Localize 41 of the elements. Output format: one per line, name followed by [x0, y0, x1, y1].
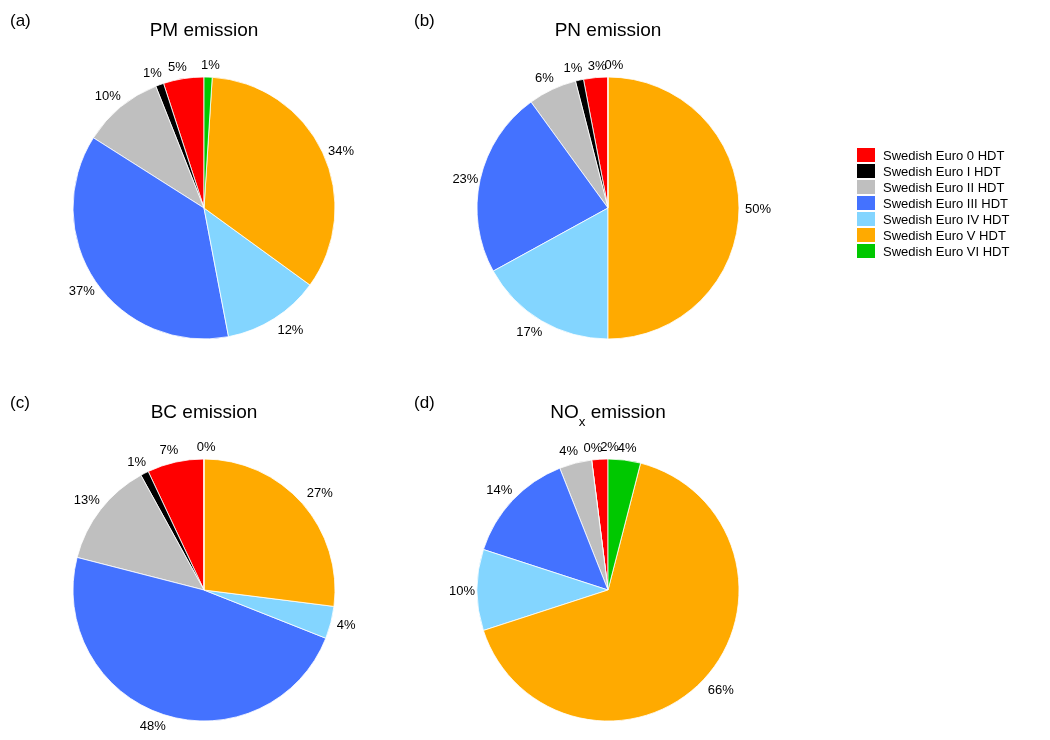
- chart-title: BC emission: [150, 401, 258, 422]
- legend-label: Swedish Euro 0 HDT: [883, 148, 1005, 163]
- data-label: 1%: [201, 57, 221, 73]
- legend-label: Swedish Euro VI HDT: [883, 244, 1010, 259]
- data-label: 23%: [452, 171, 479, 187]
- text: (d): [414, 393, 435, 412]
- data-label: 6%: [535, 70, 555, 86]
- data-label: 4%: [617, 440, 638, 456]
- legend-label: Swedish Euro III HDT: [883, 196, 1009, 211]
- legend-label: Swedish Euro II HDT: [883, 180, 1005, 195]
- text: (a): [10, 11, 31, 30]
- data-label: 4%: [336, 617, 356, 633]
- data-label: 13%: [73, 492, 101, 508]
- data-label: 1%: [142, 65, 163, 81]
- data-label: 12%: [277, 321, 304, 337]
- chart-title: PM emission: [149, 19, 259, 40]
- data-label: 1%: [563, 60, 583, 76]
- text: 0%: [583, 440, 603, 456]
- data-label: 50%: [745, 201, 772, 216]
- data-label: 5%: [167, 58, 188, 74]
- data-label: 27%: [306, 485, 334, 501]
- legend-label: Swedish Euro IV HDT: [883, 212, 1010, 227]
- data-label: 37%: [68, 283, 96, 299]
- chart-title: NO$_{x}$ emission: [550, 401, 666, 429]
- data-label: 48%: [139, 718, 167, 734]
- data-label: 10%: [449, 583, 476, 598]
- data-label: 34%: [327, 142, 355, 158]
- data-label: 7%: [159, 442, 179, 458]
- text: 0%: [196, 439, 216, 454]
- legend-label: Swedish Euro V HDT: [883, 228, 1006, 243]
- data-label: 10%: [94, 88, 122, 104]
- text: (b): [414, 11, 435, 30]
- chart-title: PN emission: [554, 19, 662, 40]
- data-label: 17%: [516, 323, 543, 339]
- data-label: 2%: [600, 439, 620, 455]
- text: (c): [10, 393, 30, 412]
- legend-label: Swedish Euro I HDT: [883, 164, 1001, 179]
- data-label: 1%: [127, 453, 147, 469]
- data-label: 66%: [707, 681, 735, 697]
- data-label: 4%: [559, 443, 579, 459]
- data-label: 14%: [486, 482, 513, 498]
